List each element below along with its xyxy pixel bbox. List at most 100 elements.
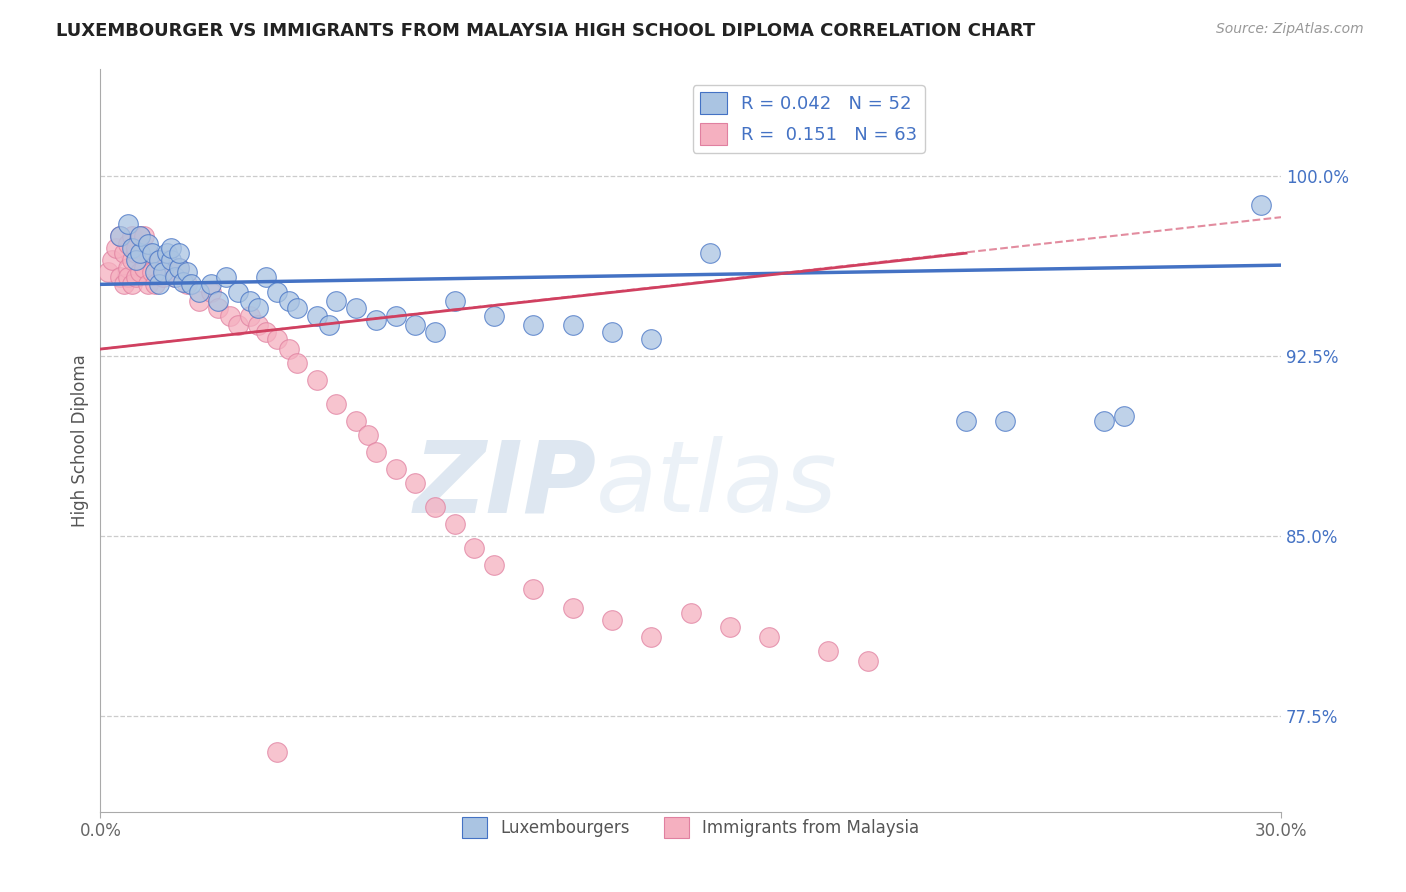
Point — [108, 229, 131, 244]
Point — [136, 277, 159, 292]
Point — [226, 318, 249, 332]
Point — [160, 265, 183, 279]
Point — [132, 260, 155, 275]
Point — [325, 397, 347, 411]
Point — [148, 253, 170, 268]
Point — [955, 414, 977, 428]
Legend: Luxembourgers, Immigrants from Malaysia: Luxembourgers, Immigrants from Malaysia — [456, 811, 925, 845]
Point — [125, 270, 148, 285]
Point — [112, 246, 135, 260]
Point — [404, 318, 426, 332]
Point — [285, 301, 308, 316]
Point — [121, 229, 143, 244]
Point — [207, 301, 229, 316]
Point — [640, 630, 662, 644]
Point — [318, 318, 340, 332]
Point — [285, 356, 308, 370]
Point — [128, 229, 150, 244]
Point — [561, 601, 583, 615]
Point — [443, 517, 465, 532]
Point — [121, 241, 143, 255]
Point — [108, 270, 131, 285]
Point — [1112, 409, 1135, 424]
Point — [522, 582, 544, 596]
Text: atlas: atlas — [596, 436, 838, 533]
Point — [718, 620, 741, 634]
Point — [128, 265, 150, 279]
Point — [423, 500, 446, 515]
Point — [200, 285, 222, 299]
Point — [758, 630, 780, 644]
Point — [176, 277, 198, 292]
Point — [443, 294, 465, 309]
Point — [254, 326, 277, 340]
Point — [278, 342, 301, 356]
Point — [160, 241, 183, 255]
Point — [364, 313, 387, 327]
Point — [1250, 198, 1272, 212]
Point — [145, 277, 167, 292]
Point — [246, 318, 269, 332]
Point — [239, 294, 262, 309]
Point — [600, 326, 623, 340]
Point — [357, 428, 380, 442]
Point — [482, 558, 505, 572]
Point — [108, 229, 131, 244]
Point — [278, 294, 301, 309]
Point — [254, 270, 277, 285]
Point — [364, 445, 387, 459]
Point — [165, 270, 187, 285]
Point — [125, 246, 148, 260]
Point — [384, 462, 406, 476]
Point — [176, 265, 198, 279]
Point — [172, 275, 194, 289]
Point — [148, 253, 170, 268]
Point — [226, 285, 249, 299]
Point — [152, 270, 174, 285]
Point — [167, 260, 190, 275]
Point — [148, 277, 170, 292]
Point — [101, 253, 124, 268]
Point — [141, 246, 163, 260]
Point — [187, 294, 209, 309]
Point — [640, 333, 662, 347]
Point — [121, 253, 143, 268]
Point — [156, 253, 179, 268]
Point — [136, 246, 159, 260]
Point — [128, 229, 150, 244]
Point — [207, 294, 229, 309]
Point — [125, 241, 148, 255]
Point — [344, 301, 367, 316]
Point — [994, 414, 1017, 428]
Point — [463, 541, 485, 555]
Point — [112, 277, 135, 292]
Point — [817, 644, 839, 658]
Text: ZIP: ZIP — [413, 436, 596, 533]
Point — [165, 270, 187, 285]
Point — [522, 318, 544, 332]
Point — [266, 333, 288, 347]
Y-axis label: High School Diploma: High School Diploma — [72, 354, 89, 526]
Point — [141, 265, 163, 279]
Point — [215, 270, 238, 285]
Point — [404, 476, 426, 491]
Point — [160, 253, 183, 268]
Point — [117, 270, 139, 285]
Point — [156, 246, 179, 260]
Point — [145, 265, 167, 279]
Point — [1092, 414, 1115, 428]
Point — [187, 285, 209, 299]
Point — [117, 236, 139, 251]
Point — [305, 309, 328, 323]
Text: LUXEMBOURGER VS IMMIGRANTS FROM MALAYSIA HIGH SCHOOL DIPLOMA CORRELATION CHART: LUXEMBOURGER VS IMMIGRANTS FROM MALAYSIA… — [56, 22, 1035, 40]
Point — [167, 246, 190, 260]
Point — [856, 654, 879, 668]
Point — [384, 309, 406, 323]
Point — [266, 285, 288, 299]
Point — [699, 246, 721, 260]
Point — [561, 318, 583, 332]
Point — [219, 309, 242, 323]
Point — [121, 277, 143, 292]
Point — [105, 241, 128, 255]
Point — [136, 236, 159, 251]
